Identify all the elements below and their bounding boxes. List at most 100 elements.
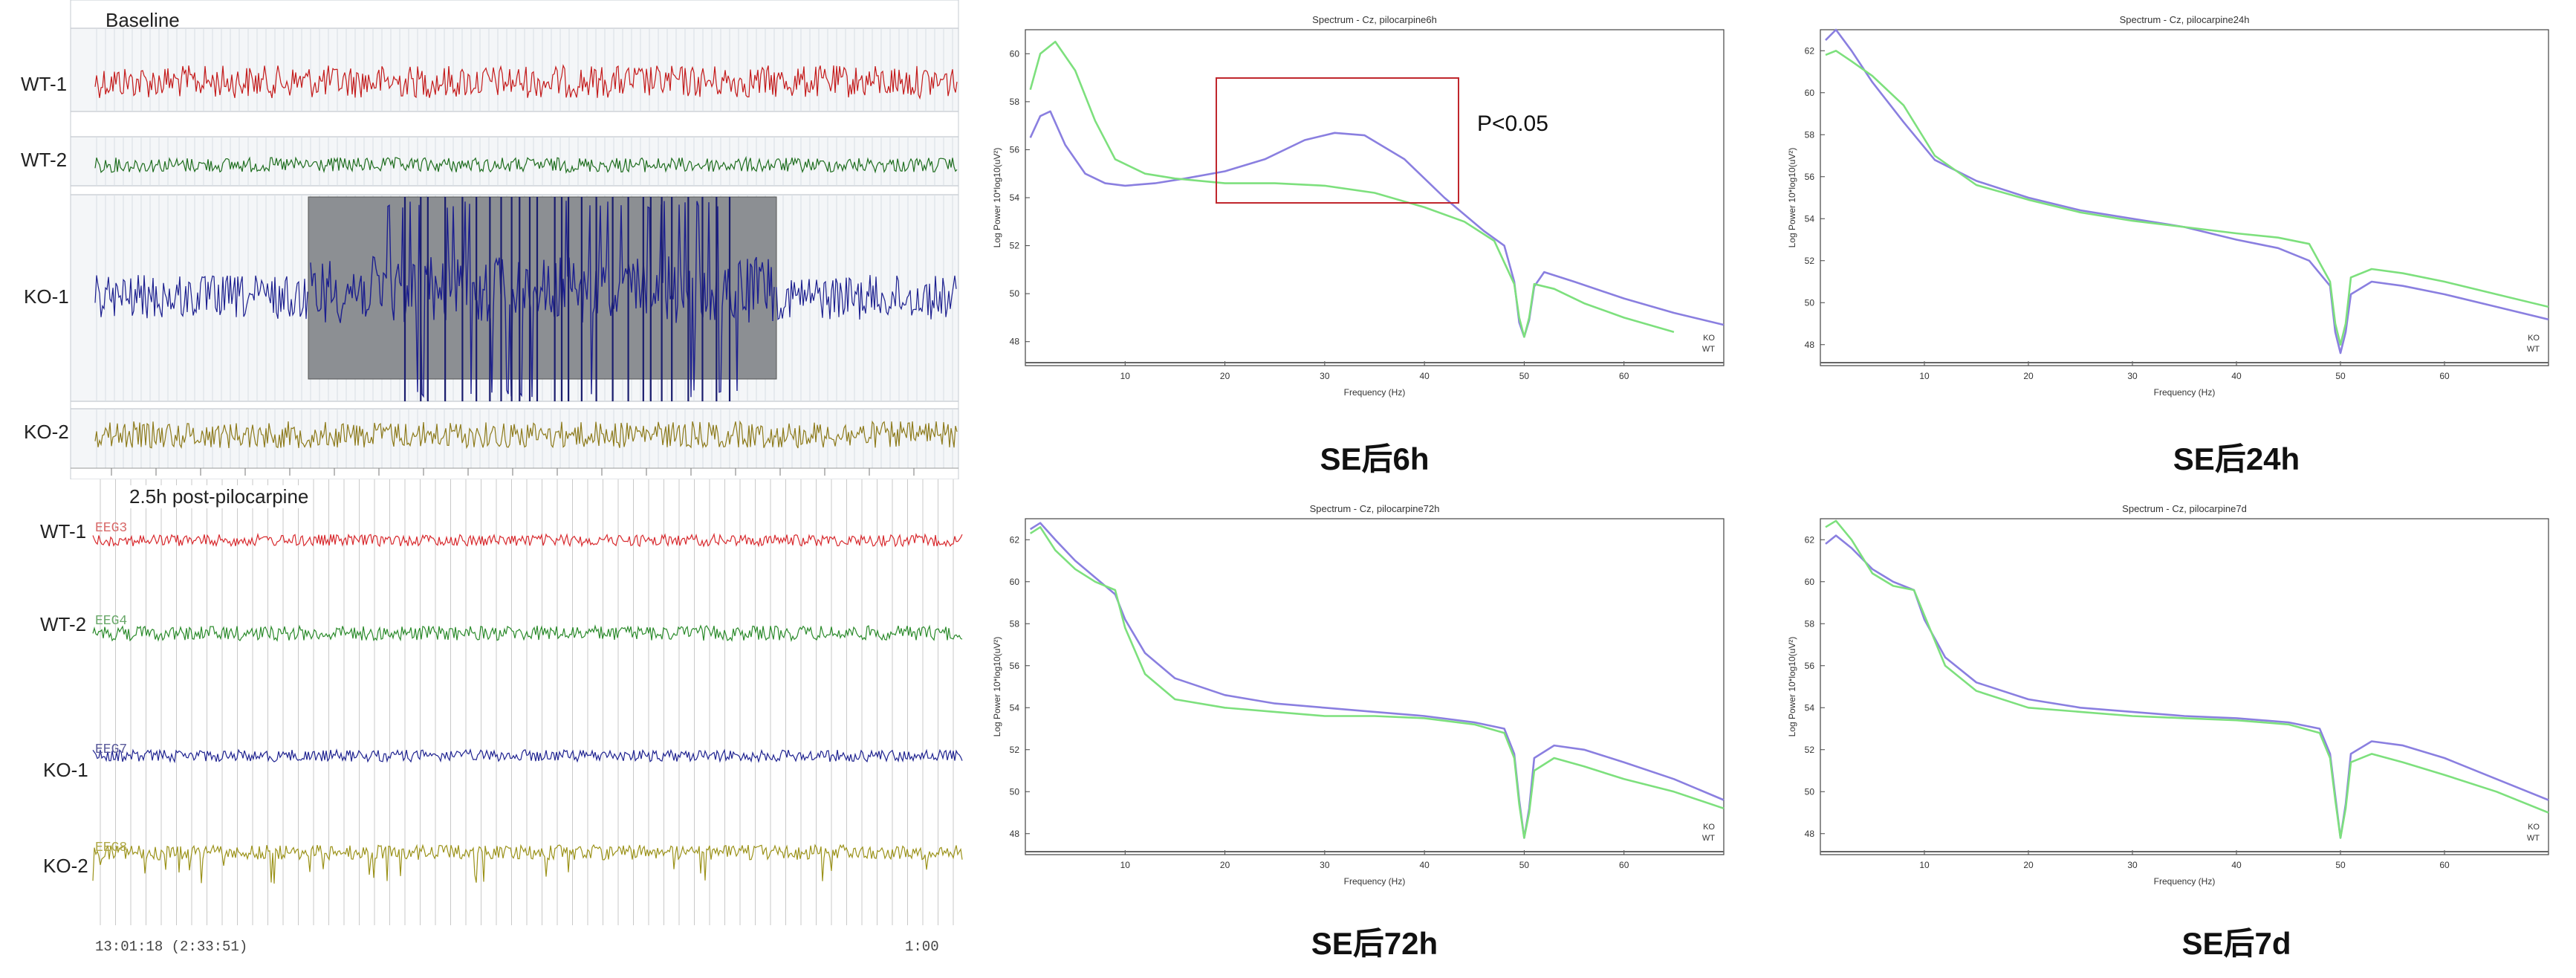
x-tick-label: 10 [1919, 371, 1930, 381]
y-tick-label: 62 [1805, 534, 1815, 545]
x-tick-label: 60 [2439, 860, 2450, 870]
legend-entry-wt: WT [1702, 834, 1715, 843]
spectrum-72h-panel: Spectrum - Cz, pilocarpine72h 10 20 30 40 50 6… [981, 496, 1739, 913]
baseline-title: Baseline [106, 9, 180, 31]
y-tick-label: 56 [1010, 661, 1020, 671]
baseline-label-ko1: KO-1 [24, 285, 69, 308]
y-tick-label: 60 [1010, 577, 1020, 587]
x-tick-label: 40 [1419, 371, 1430, 381]
post-title: 2.5h post-pilocarpine [126, 485, 312, 508]
y-tick-label: 52 [1805, 745, 1815, 755]
y-tick-label: 50 [1805, 786, 1815, 797]
x-tick-label: 60 [2439, 371, 2450, 381]
post-time-left: 13:01:18 (2:33:51) [95, 939, 248, 955]
baseline-label-ko2: KO-2 [24, 421, 69, 443]
post-trace-ko1 [92, 748, 963, 764]
baseline-label-wt1: WT-1 [21, 73, 68, 95]
series-line-ko [1825, 534, 2549, 839]
plot-frame [1820, 29, 2549, 366]
y-tick-label: 58 [1805, 618, 1815, 629]
y-tick-label: 56 [1805, 661, 1815, 671]
x-tick-label: 50 [2335, 371, 2346, 381]
y-tick-label: 62 [1010, 534, 1020, 545]
baseline-frame [70, 0, 959, 479]
y-tick-label: 54 [1010, 192, 1020, 203]
legend-entry-wt: WT [2527, 345, 2540, 354]
post-trace-wt2 [92, 624, 963, 643]
x-tick-label: 40 [1419, 860, 1430, 870]
y-tick-label: 48 [1805, 829, 1815, 839]
eeg-baseline-traces [70, 0, 959, 479]
plot-frame [1820, 518, 2549, 855]
chart-title: Spectrum - Cz, pilocarpine7d [2122, 503, 2247, 514]
y-tick-label: 62 [1805, 45, 1815, 56]
y-tick-label: 52 [1010, 745, 1020, 755]
post-channel-eeg4: EEG4 [95, 614, 128, 629]
eeg-baseline-panel: Baseline WT-1 WT-2 KO-1 KO-2 [0, 0, 966, 479]
spectrum-24h-panel: Spectrum - Cz, pilocarpine24h 10 20 30 40 50 6… [1776, 7, 2563, 424]
post-trace-ko2 [92, 843, 963, 884]
x-tick-label: 30 [1320, 860, 1330, 870]
y-tick-label: 52 [1805, 256, 1815, 266]
y-tick-label: 48 [1805, 340, 1815, 350]
x-tick-label: 50 [2335, 860, 2346, 870]
caption-7d: SE后7d [2181, 926, 2291, 961]
legend-entry-ko: KO [1703, 334, 1715, 343]
series-line-ko [1030, 522, 1725, 839]
y-tick-label: 50 [1010, 288, 1020, 299]
post-label-ko1: KO-1 [43, 759, 88, 781]
x-axis-label: Frequency (Hz) [1344, 387, 1406, 398]
series-line-ko [1825, 28, 2549, 354]
eeg-post-traces [92, 479, 963, 925]
baseline-trace-ko1-post [776, 275, 957, 320]
significance-box [1216, 77, 1459, 204]
plot-frame [1025, 518, 1725, 855]
x-axis-label: Frequency (Hz) [2154, 876, 2216, 887]
caption-72h: SE后72h [1311, 926, 1438, 961]
x-tick-label: 60 [1619, 371, 1629, 381]
x-tick-label: 30 [1320, 371, 1330, 381]
legend-entry-wt: WT [1702, 345, 1715, 354]
y-tick-label: 56 [1805, 172, 1815, 182]
y-tick-label: 60 [1805, 577, 1815, 587]
spectrum-6h-chart: Spectrum - Cz, pilocarpine6h 10 20 30 40 50 60… [992, 14, 1725, 398]
y-tick-label: 58 [1010, 618, 1020, 629]
x-tick-label: 60 [1619, 860, 1629, 870]
baseline-trace-wt1 [94, 64, 958, 100]
spectrum-72h-chart: Spectrum - Cz, pilocarpine72h 10 20 30 40 50 6… [992, 503, 1725, 887]
baseline-trace-ko1-pre [94, 275, 308, 320]
y-tick-label: 50 [1010, 786, 1020, 797]
post-trace-wt1 [92, 532, 963, 548]
caption-24h: SE后24h [2173, 441, 2300, 476]
x-axis-label: Frequency (Hz) [2154, 387, 2216, 398]
legend-entry-ko: KO [1703, 823, 1715, 832]
post-time-right: 1:00 [905, 939, 939, 955]
y-tick-label: 54 [1805, 702, 1815, 713]
spectrum-7d-chart: Spectrum - Cz, pilocarpine7d 10 20 30 40 50 60… [1787, 503, 2549, 887]
y-tick-label: 50 [1805, 297, 1815, 308]
x-axis-label: Frequency (Hz) [1344, 876, 1406, 887]
x-tick-label: 50 [1519, 371, 1530, 381]
series-line-wt [1825, 519, 2549, 839]
baseline-trace-wt2 [94, 155, 958, 175]
y-tick-label: 54 [1010, 702, 1020, 713]
baseline-label-wt2: WT-2 [21, 149, 68, 171]
y-tick-label: 58 [1010, 97, 1020, 107]
x-tick-label: 10 [1120, 371, 1131, 381]
post-channel-eeg3: EEG3 [95, 521, 128, 536]
y-tick-label: 48 [1010, 829, 1020, 839]
x-tick-label: 20 [1220, 371, 1230, 381]
legend-entry-wt: WT [2527, 834, 2540, 843]
legend-entry-ko: KO [2528, 334, 2540, 343]
x-tick-label: 20 [2023, 860, 2034, 870]
baseline-trace-ko1-seizure [310, 201, 775, 398]
baseline-channel-frame [70, 27, 959, 112]
post-channel-eeg8: EEG8 [95, 841, 128, 855]
series-line-wt [1029, 40, 1675, 338]
y-tick-label: 60 [1805, 88, 1815, 98]
x-tick-label: 10 [1120, 860, 1131, 870]
baseline-trace-ko2 [94, 420, 958, 450]
plot-frame [1025, 29, 1725, 366]
y-tick-label: 56 [1010, 144, 1020, 155]
y-tick-label: 58 [1805, 129, 1815, 140]
